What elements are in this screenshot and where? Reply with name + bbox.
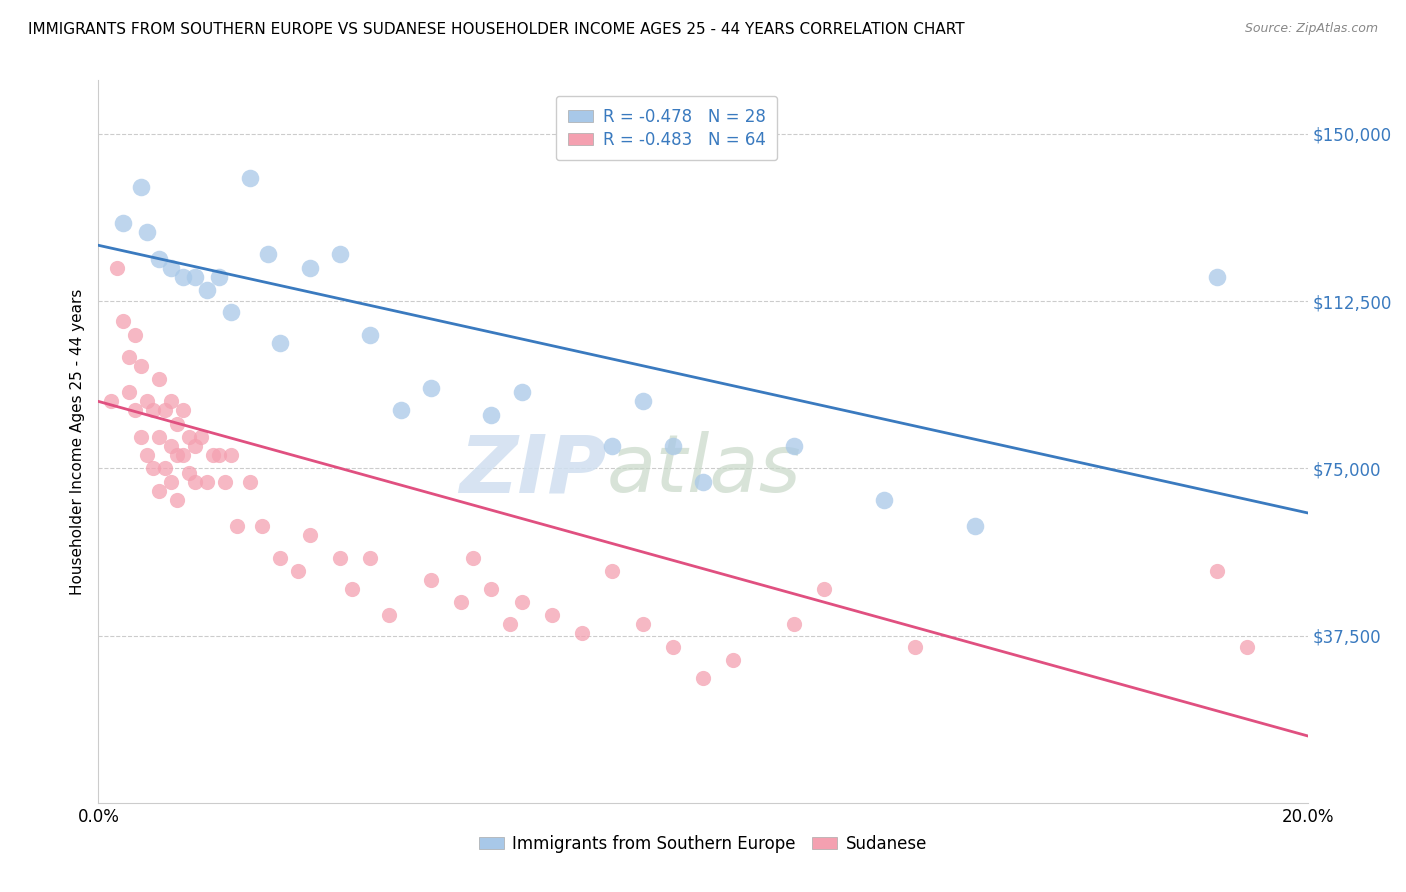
- Point: [179, 466, 201, 480]
- Point: [135, 394, 157, 409]
- Point: [202, 448, 225, 462]
- Point: [111, 314, 134, 328]
- Point: [450, 595, 472, 609]
- Point: [342, 582, 364, 596]
- Point: [965, 519, 987, 533]
- Point: [118, 350, 141, 364]
- Point: [420, 381, 443, 395]
- Point: [172, 403, 194, 417]
- Point: [813, 582, 835, 596]
- Point: [571, 626, 593, 640]
- Point: [602, 564, 624, 578]
- Point: [1206, 269, 1229, 284]
- Point: [129, 430, 152, 444]
- Point: [783, 617, 806, 632]
- Point: [105, 260, 128, 275]
- Point: [239, 171, 262, 186]
- Point: [360, 327, 382, 342]
- Point: [481, 582, 503, 596]
- Point: [269, 336, 291, 351]
- Point: [160, 394, 183, 409]
- Point: [873, 492, 896, 507]
- Y-axis label: Householder Income Ages 25 - 44 years: Householder Income Ages 25 - 44 years: [69, 288, 84, 595]
- Point: [1236, 640, 1258, 654]
- Point: [129, 359, 152, 373]
- Point: [420, 573, 443, 587]
- Point: [904, 640, 927, 654]
- Point: [226, 519, 249, 533]
- Point: [299, 260, 322, 275]
- Point: [250, 519, 273, 533]
- Point: [1206, 564, 1229, 578]
- Point: [148, 430, 170, 444]
- Point: [299, 528, 322, 542]
- Point: [148, 372, 170, 386]
- Point: [190, 430, 212, 444]
- Point: [221, 305, 243, 319]
- Point: [160, 475, 183, 489]
- Point: [498, 617, 520, 632]
- Text: ZIP: ZIP: [458, 432, 606, 509]
- Point: [195, 475, 218, 489]
- Point: [124, 403, 146, 417]
- Point: [692, 671, 714, 685]
- Point: [783, 439, 806, 453]
- Point: [184, 475, 207, 489]
- Point: [166, 448, 188, 462]
- Point: [100, 394, 122, 409]
- Point: [631, 617, 654, 632]
- Point: [602, 439, 624, 453]
- Point: [166, 492, 188, 507]
- Point: [124, 327, 146, 342]
- Point: [661, 640, 683, 654]
- Point: [723, 653, 745, 667]
- Point: [153, 403, 176, 417]
- Point: [239, 475, 262, 489]
- Point: [269, 550, 291, 565]
- Point: [481, 408, 503, 422]
- Point: [160, 439, 183, 453]
- Point: [661, 439, 683, 453]
- Point: [179, 430, 201, 444]
- Point: [172, 448, 194, 462]
- Point: [208, 269, 231, 284]
- Point: [160, 260, 183, 275]
- Point: [166, 417, 188, 431]
- Point: [377, 608, 399, 623]
- Point: [153, 461, 176, 475]
- Text: atlas: atlas: [606, 432, 801, 509]
- Point: [111, 216, 134, 230]
- Point: [287, 564, 309, 578]
- Point: [692, 475, 714, 489]
- Point: [463, 550, 485, 565]
- Point: [510, 385, 533, 400]
- Point: [540, 608, 562, 623]
- Point: [214, 475, 236, 489]
- Point: [184, 269, 207, 284]
- Point: [256, 247, 278, 261]
- Point: [118, 385, 141, 400]
- Point: [221, 448, 243, 462]
- Point: [631, 394, 654, 409]
- Point: [172, 269, 194, 284]
- Point: [195, 283, 218, 297]
- Text: Source: ZipAtlas.com: Source: ZipAtlas.com: [1244, 22, 1378, 36]
- Text: IMMIGRANTS FROM SOUTHERN EUROPE VS SUDANESE HOUSEHOLDER INCOME AGES 25 - 44 YEAR: IMMIGRANTS FROM SOUTHERN EUROPE VS SUDAN…: [28, 22, 965, 37]
- Point: [142, 461, 165, 475]
- Point: [148, 252, 170, 266]
- Point: [142, 403, 165, 417]
- Point: [129, 180, 152, 194]
- Legend: Immigrants from Southern Europe, Sudanese: Immigrants from Southern Europe, Sudanes…: [472, 828, 934, 860]
- Point: [208, 448, 231, 462]
- Point: [148, 483, 170, 498]
- Point: [135, 225, 157, 239]
- Point: [329, 247, 352, 261]
- Point: [184, 439, 207, 453]
- Point: [329, 550, 352, 565]
- Point: [389, 403, 412, 417]
- Point: [135, 448, 157, 462]
- Point: [510, 595, 533, 609]
- Point: [360, 550, 382, 565]
